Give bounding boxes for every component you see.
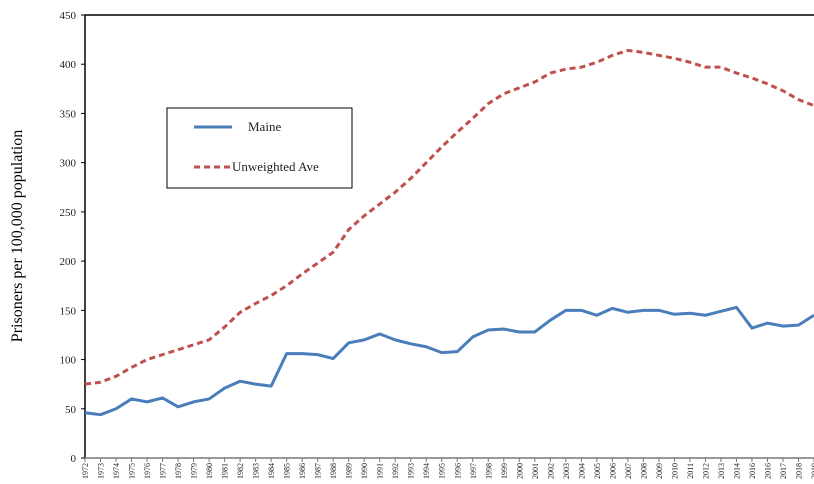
plot-area: [84, 14, 814, 458]
x-tick-label: 2000: [515, 463, 524, 479]
x-tick-label: 2005: [593, 463, 602, 479]
x-tick-label: 1982: [236, 463, 245, 479]
x-tick-label: 1996: [453, 463, 462, 479]
x-tick-label: 1974: [112, 463, 121, 479]
y-axis: 0 50 100 150 200 250 300 350 400 450: [60, 10, 85, 465]
y-tick-label: 250: [60, 207, 77, 219]
x-tick-label: 1997: [469, 463, 478, 479]
x-tick-label: 1999: [500, 463, 509, 479]
x-tick-label: 1988: [329, 463, 338, 479]
x-tick-label: 2011: [686, 463, 695, 479]
x-tick-label: 1978: [174, 463, 183, 479]
x-tick-label: 1975: [128, 463, 137, 479]
x-tick-label: 2009: [655, 463, 664, 479]
legend-label-unweighted-ave: Unweighted Ave: [232, 159, 319, 174]
y-tick-label: 450: [60, 10, 77, 22]
x-tick-label: 2010: [670, 463, 679, 479]
x-tick-label: 2016: [763, 463, 772, 479]
y-tick-label: 150: [60, 305, 77, 317]
y-tick-label: 50: [65, 404, 77, 416]
x-tick-label: 2019: [810, 463, 814, 479]
x-tick-label: 1994: [422, 463, 431, 479]
y-tick-label: 350: [60, 108, 77, 120]
x-tick-label: 2008: [639, 463, 648, 479]
x-tick-label: 2006: [608, 463, 617, 479]
x-tick-label: 1973: [97, 463, 106, 479]
x-tick-label: 2007: [624, 463, 633, 479]
x-tick-label: 1992: [391, 463, 400, 479]
x-tick-label: 1983: [252, 463, 261, 479]
y-tick-label: 400: [60, 59, 77, 71]
x-tick-label: 2017: [779, 463, 788, 479]
x-tick-label: 2014: [732, 463, 741, 479]
series-line-unweighted-ave: [84, 48, 814, 386]
x-tick-label: 2018: [794, 463, 803, 479]
x-tick-label: 2016: [748, 463, 757, 479]
legend-box: [166, 107, 353, 189]
x-tick-label: 2003: [562, 463, 571, 479]
y-tick-label: 200: [60, 256, 77, 268]
x-tick-label: 1995: [438, 463, 447, 479]
x-tick-label: 2004: [577, 463, 586, 479]
legend: Maine Unweighted Ave: [166, 107, 353, 189]
x-axis: 1972 1973 1974 1975 1976 1977 1978 1979 1980 1981…: [81, 457, 814, 479]
x-tick-label: 1979: [190, 463, 199, 479]
x-tick-label: 1989: [345, 463, 354, 479]
x-tick-label: 1977: [159, 463, 168, 479]
x-tick-label: 1990: [360, 463, 369, 479]
x-tick-label: 2013: [717, 463, 726, 479]
x-tick-label: 1986: [298, 463, 307, 479]
x-tick-label: 1976: [143, 463, 152, 479]
series-lines: [84, 48, 814, 417]
y-tick-label: 100: [60, 355, 77, 367]
x-tick-label: 2002: [546, 463, 555, 479]
y-tick-label: 300: [60, 158, 77, 170]
x-tick-label: 2001: [531, 463, 540, 479]
x-tick-label: 1981: [221, 463, 230, 479]
x-tick-label: 1985: [283, 463, 292, 479]
x-tick-label: 1991: [376, 463, 385, 479]
y-axis-label: Prisoners per 100,000 population: [9, 130, 26, 342]
series-line-maine: [84, 305, 814, 417]
x-tick-label: 1980: [205, 463, 214, 479]
x-tick-label: 2012: [701, 463, 710, 479]
x-tick-label: 1998: [484, 463, 493, 479]
x-tick-label: 1993: [407, 463, 416, 479]
legend-label-maine: Maine: [248, 119, 281, 134]
x-tick-label: 1972: [81, 463, 90, 479]
x-tick-label: 1987: [314, 463, 323, 479]
y-tick-label: 0: [71, 453, 77, 465]
x-tick-label: 1984: [267, 463, 276, 479]
